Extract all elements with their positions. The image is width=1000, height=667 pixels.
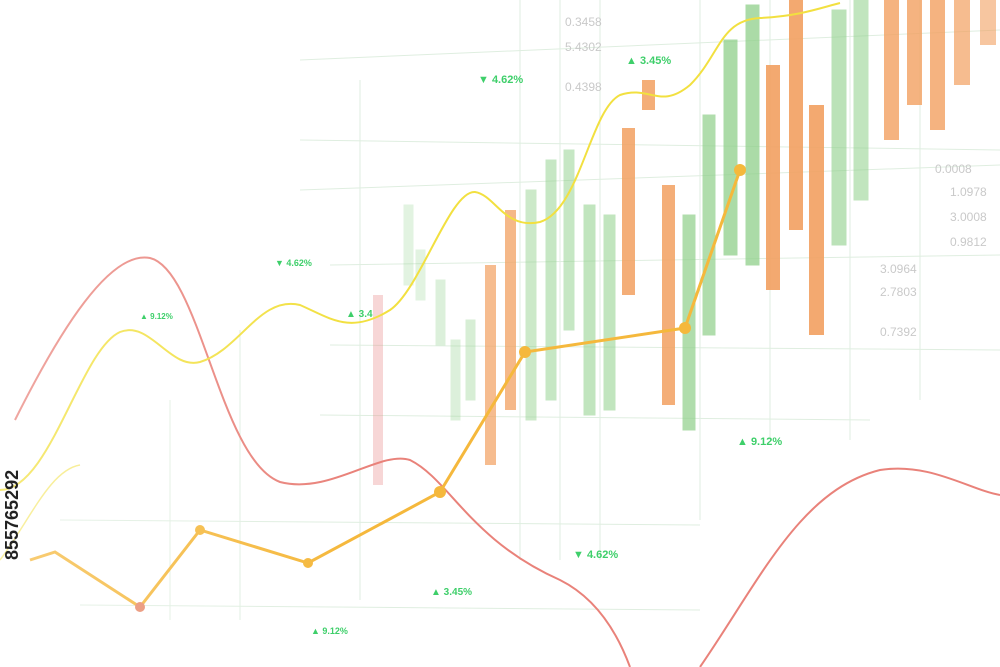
percent-label: ▲ 3.4 <box>346 309 373 320</box>
background-number: 0.0008 <box>935 162 972 176</box>
background-number: 3.0964 <box>880 262 917 276</box>
percent-label: ▼ 4.62% <box>478 74 524 86</box>
background-number: 5.4302 <box>565 40 602 54</box>
percent-label: ▲ 3.45% <box>626 55 672 67</box>
percent-label: ▼ 4.62% <box>275 258 312 268</box>
background-number: 0.4398 <box>565 80 602 94</box>
percent-label: ▲ 9.12% <box>140 312 173 321</box>
watermark-id: 855765292 <box>2 469 22 560</box>
percent-label: ▲ 9.12% <box>311 626 348 636</box>
background-number: 1.0978 <box>950 185 987 199</box>
percent-label: ▲ 3.45% <box>431 587 473 598</box>
percent-label: ▲ 9.12% <box>737 436 783 448</box>
percent-label: ▼ 4.62% <box>573 549 619 561</box>
background-number: 0.7392 <box>880 325 917 339</box>
background-number: 2.7803 <box>880 285 917 299</box>
background-number: 3.0008 <box>950 210 987 224</box>
background-number: 0.3458 <box>565 15 602 29</box>
background-number: 0.9812 <box>950 235 987 249</box>
